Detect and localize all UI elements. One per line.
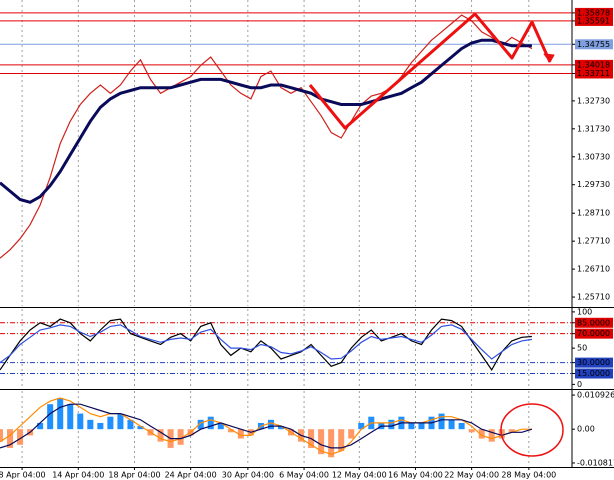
y-tick-label: 1.29730 <box>577 180 610 189</box>
bar <box>328 429 335 458</box>
bar <box>408 422 415 430</box>
y-tick-label: 15.0000 <box>577 369 610 378</box>
x-tick-label: 12 May 04:00 <box>332 471 387 480</box>
bar <box>117 413 124 430</box>
x-tick-label: 22 May 04:00 <box>444 471 499 480</box>
x-tick-label: 24 Apr 04:00 <box>165 471 217 480</box>
bar <box>97 422 104 430</box>
y-tick-label: 70.0000 <box>577 329 610 338</box>
series-line <box>0 14 533 259</box>
series-line <box>0 324 532 364</box>
bar <box>157 429 164 442</box>
series-line <box>0 318 532 372</box>
zigzag-arrow <box>308 12 552 130</box>
tick-label-box <box>575 368 613 379</box>
tick-label-box <box>575 68 613 79</box>
bar <box>77 413 84 430</box>
y-tick-label: 1.31730 <box>577 124 610 133</box>
tick-label-box <box>575 317 613 328</box>
bar <box>37 422 44 430</box>
bar <box>458 422 465 430</box>
arrow-head <box>543 53 555 63</box>
y-tick-label: 50 <box>577 344 587 353</box>
bar <box>207 416 214 430</box>
series-line <box>0 397 532 455</box>
y-tick-label: 30.0000 <box>577 358 610 367</box>
bar <box>388 419 395 430</box>
bar <box>57 397 64 430</box>
tick-label-box <box>575 7 613 18</box>
bar <box>87 419 94 430</box>
annotations <box>308 12 564 457</box>
bar <box>237 429 244 439</box>
tick-label-box <box>575 59 613 70</box>
tick-label-box <box>575 328 613 339</box>
y-tick-label: 0.0109268 <box>577 391 614 400</box>
bar <box>227 429 234 433</box>
bar <box>137 426 144 430</box>
bar <box>197 419 204 430</box>
x-tick-label: 8 Apr 04:00 <box>0 471 46 480</box>
bar <box>488 429 495 442</box>
bar <box>7 429 14 448</box>
bar <box>468 429 475 433</box>
bar <box>17 429 24 445</box>
y-tick-label: 1.34755 <box>577 40 610 49</box>
highlight-circle <box>500 403 564 457</box>
y-tick-label: 0 <box>577 380 582 389</box>
bar <box>358 422 365 430</box>
bar <box>47 404 54 430</box>
frame <box>0 0 614 468</box>
y-tick-label: 1.35878 <box>577 8 610 17</box>
bar <box>177 429 184 445</box>
bar <box>508 429 515 433</box>
x-tick-label: 18 Apr 04:00 <box>108 471 160 480</box>
bar <box>348 429 355 439</box>
x-tick-label: 16 May 04:00 <box>388 471 443 480</box>
y-tick-label: 1.27710 <box>577 237 610 246</box>
bar <box>438 413 445 430</box>
bar <box>418 422 425 430</box>
y-tick-label: 1.25710 <box>577 293 610 302</box>
bar <box>0 429 4 442</box>
y-tick-label: -0.0108178 <box>577 458 614 467</box>
y-tick-label: 100 <box>577 307 592 316</box>
bar <box>478 429 485 439</box>
bar <box>448 419 455 430</box>
bar <box>338 429 345 452</box>
y-tick-label: 1.28710 <box>577 209 610 218</box>
y-tick-label: 1.30730 <box>577 152 610 161</box>
y-tick-label: 1.32730 <box>577 96 610 105</box>
bar <box>67 404 74 430</box>
bar <box>127 419 134 430</box>
y-tick-label: 1.26710 <box>577 265 610 274</box>
y-tick-label: 0.00 <box>577 425 595 434</box>
tick-label-box <box>575 15 613 26</box>
tick-label-box <box>575 357 613 368</box>
bar <box>217 422 224 430</box>
x-tick-label: 14 Apr 04:00 <box>52 471 104 480</box>
y-tick-label: 1.33711 <box>577 69 610 78</box>
x-tick-label: 6 May 04:00 <box>279 471 329 480</box>
series-line <box>0 403 533 449</box>
y-tick-label: 1.35591 <box>577 16 610 25</box>
y-tick-label: 1.34018 <box>577 60 610 69</box>
x-tick-label: 28 May 04:00 <box>501 471 556 480</box>
tick-label-box <box>575 39 613 50</box>
x-tick-label: 30 Apr 04:00 <box>222 471 274 480</box>
bar <box>267 419 274 430</box>
y-tick-label: 85.0000 <box>577 318 610 327</box>
bar <box>318 429 325 455</box>
bar <box>277 426 284 430</box>
bar <box>107 416 114 430</box>
series-line <box>0 38 532 204</box>
